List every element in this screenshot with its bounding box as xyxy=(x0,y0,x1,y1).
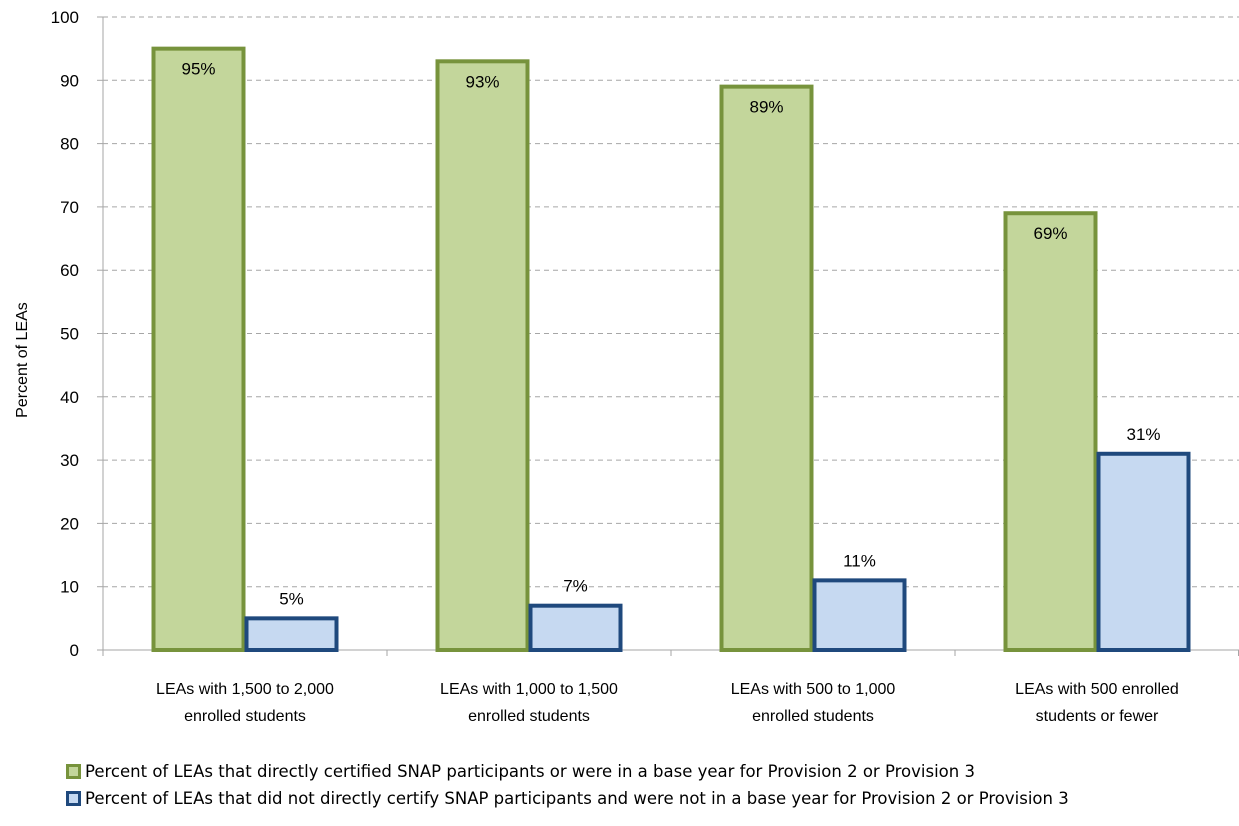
axes: 0 10 20 30 40 50 60 70 80 90 100 LEAs with 1,500 to… xyxy=(51,8,1239,725)
data-label-series-2: 11% xyxy=(843,551,876,570)
x-tick-label: LEAs with 1,500 to 2,000 enrolled student… xyxy=(156,681,334,725)
legend-label-series-2: Percent of LEAs that did not directly ce… xyxy=(85,789,1069,808)
y-tick-label: 100 xyxy=(51,8,79,27)
bar-series-1 xyxy=(435,59,530,653)
y-tick-label: 40 xyxy=(60,388,79,407)
bar-series-1 xyxy=(1003,211,1098,652)
y-tick-label: 60 xyxy=(60,261,79,280)
legend-item-series-1: Percent of LEAs that directly certified … xyxy=(66,758,1069,785)
data-label-series-2: 31% xyxy=(1126,425,1160,444)
data-label-series-2: 5% xyxy=(279,589,304,608)
legend-swatch-series-2 xyxy=(66,791,81,806)
y-tick-label: 90 xyxy=(60,71,79,90)
data-label-series-1: 93% xyxy=(465,72,499,91)
data-label-series-1: 89% xyxy=(749,98,783,117)
data-label-series-1: 69% xyxy=(1033,224,1067,243)
y-tick-label: 80 xyxy=(60,135,79,154)
x-tick-label: LEAs with 500 to 1,000 enrolled students xyxy=(731,681,896,725)
x-tick-label: LEAs with 500 enrolled students or fewer xyxy=(1015,681,1179,725)
bar-series-2 xyxy=(244,616,339,652)
gridlines xyxy=(103,16,1239,588)
bar-series-2 xyxy=(528,603,623,653)
data-labels: 95% 5% 93% 7% 89% 11% 69% 31% xyxy=(181,60,1160,609)
y-tick-label: 70 xyxy=(60,198,79,217)
data-label-series-2: 7% xyxy=(563,577,588,596)
y-axis-title: Percent of LEAs xyxy=(14,302,31,418)
y-tick-label: 50 xyxy=(60,325,79,344)
legend-label-series-1: Percent of LEAs that directly certified … xyxy=(85,762,975,781)
bar-series-1 xyxy=(151,46,246,652)
data-label-series-1: 95% xyxy=(181,60,215,79)
legend-item-series-2: Percent of LEAs that did not directly ce… xyxy=(66,785,1069,812)
legend: Percent of LEAs that directly certified … xyxy=(66,758,1069,812)
bar-series-1 xyxy=(719,84,814,652)
bars xyxy=(151,46,1191,653)
y-tick-label: 30 xyxy=(60,451,79,470)
y-tick-label: 20 xyxy=(60,514,79,533)
legend-swatch-series-1 xyxy=(66,764,81,779)
bar-series-2 xyxy=(812,578,907,652)
y-tick-label: 0 xyxy=(70,641,79,660)
bar-series-2 xyxy=(1096,451,1191,652)
y-tick-label: 10 xyxy=(60,578,79,597)
x-tick-label: LEAs with 1,000 to 1,500 enrolled student… xyxy=(440,681,618,725)
